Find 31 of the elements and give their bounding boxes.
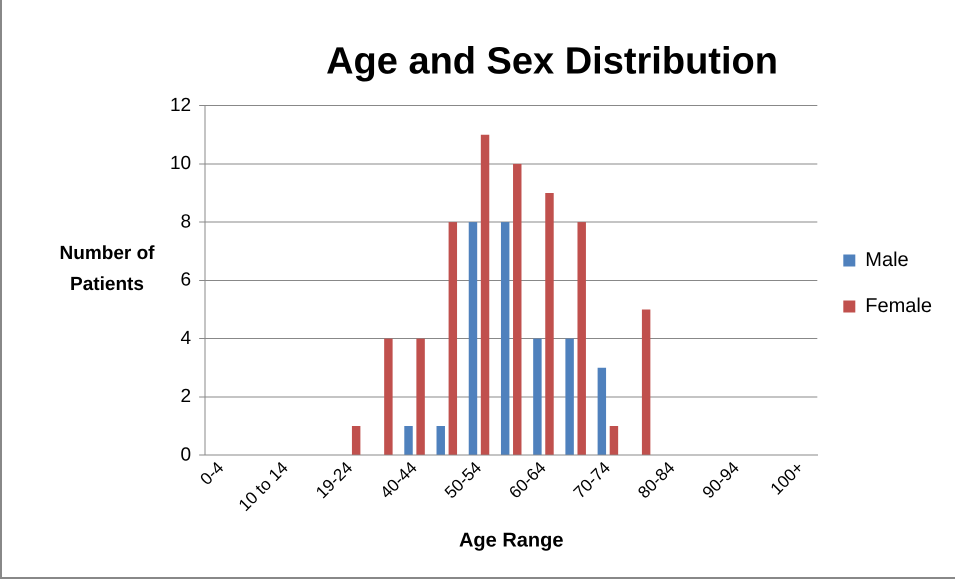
bar bbox=[545, 192, 554, 455]
y-axis-title: Number of Patients bbox=[58, 242, 156, 297]
bar bbox=[577, 222, 586, 455]
bar bbox=[513, 164, 522, 455]
y-tick-label: 6 bbox=[180, 270, 192, 291]
x-tick-label: 10 to 14 bbox=[234, 458, 292, 515]
bar bbox=[500, 222, 510, 455]
chart-title: Age and Sex Distribution bbox=[326, 40, 778, 82]
bar bbox=[468, 222, 478, 455]
bar bbox=[404, 426, 413, 455]
legend-label: Female bbox=[865, 295, 932, 318]
y-tick-label: 8 bbox=[180, 211, 192, 232]
bar bbox=[384, 338, 393, 455]
bar bbox=[448, 222, 458, 455]
bar bbox=[642, 309, 650, 455]
legend-label: Male bbox=[865, 249, 909, 272]
y-tick-label: 4 bbox=[180, 328, 192, 349]
y-tick-label: 12 bbox=[170, 94, 192, 116]
bar bbox=[416, 338, 425, 455]
y-tick-label: 10 bbox=[170, 153, 192, 174]
bar bbox=[352, 426, 360, 455]
bar bbox=[598, 368, 606, 455]
y-tick-label: 0 bbox=[180, 444, 192, 466]
bar bbox=[480, 134, 490, 455]
bar bbox=[533, 338, 542, 455]
bar bbox=[565, 338, 574, 455]
bar bbox=[610, 426, 618, 455]
y-tick-label: 2 bbox=[180, 386, 192, 408]
x-axis-title: Age Range bbox=[458, 530, 564, 552]
bar bbox=[436, 426, 445, 455]
x-tick-label: 0-4 bbox=[196, 458, 228, 489]
